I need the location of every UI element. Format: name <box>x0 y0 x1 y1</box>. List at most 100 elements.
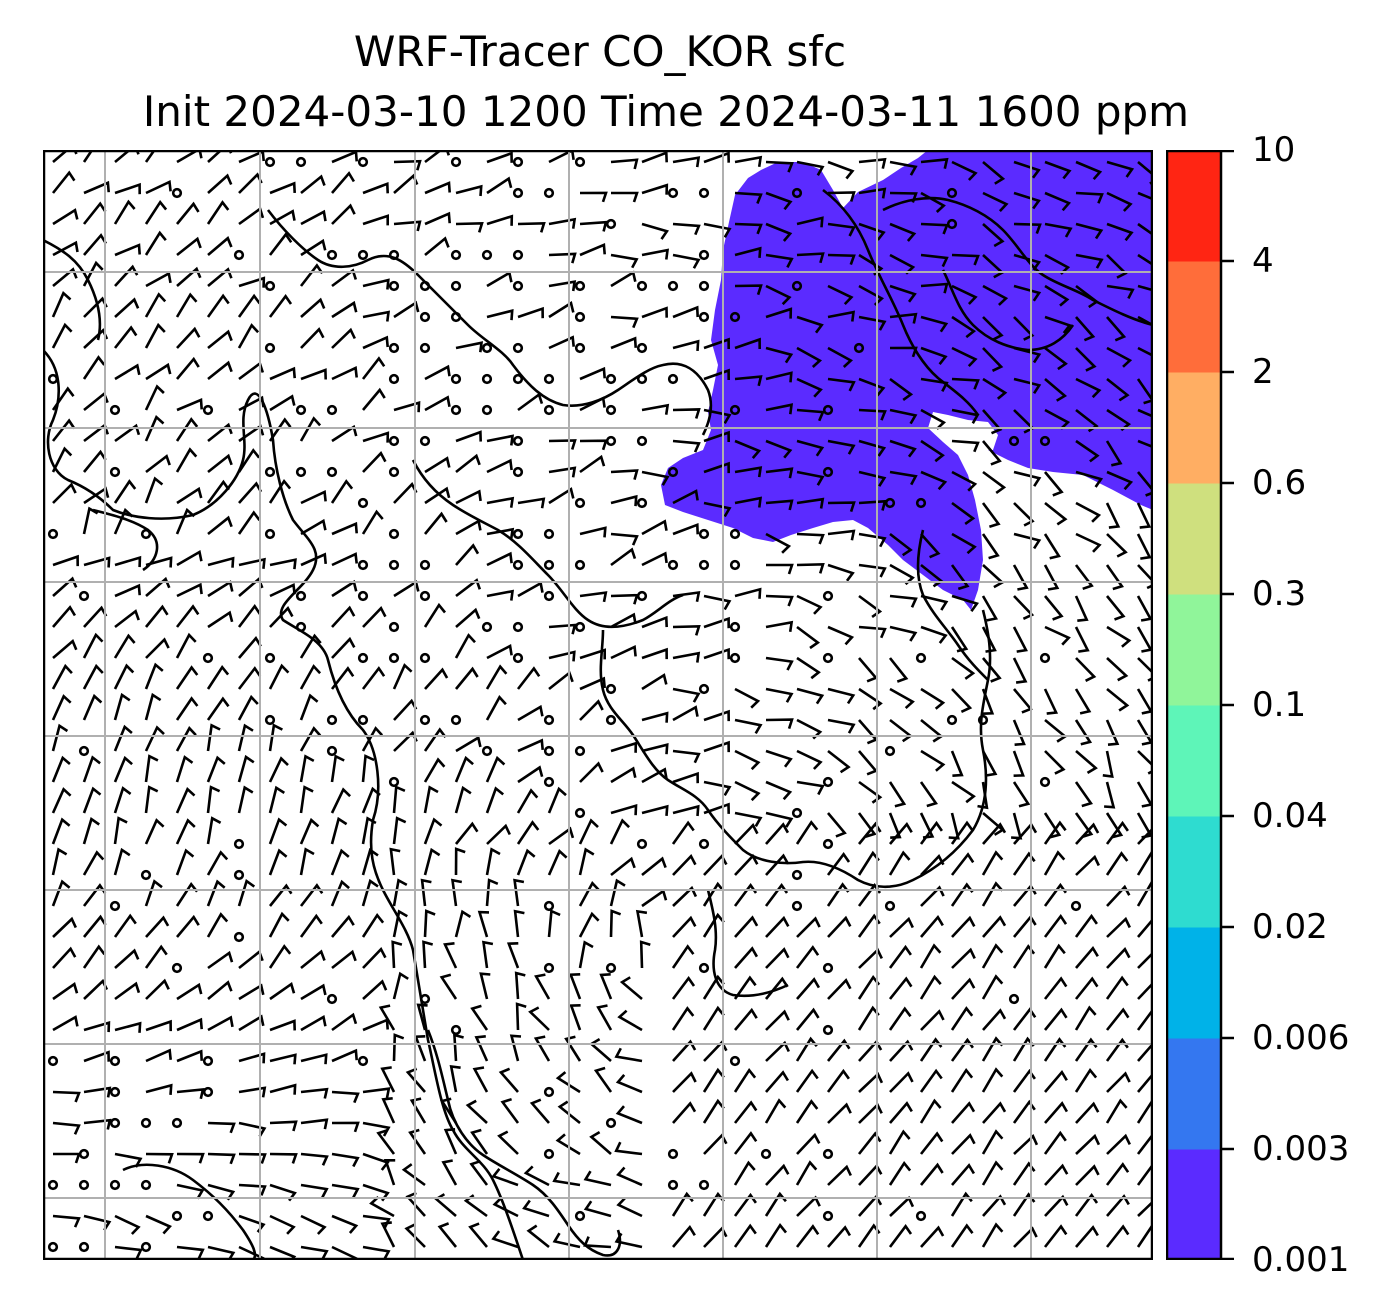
wind-barb <box>454 666 479 690</box>
wind-barb <box>268 817 288 845</box>
wind-barb <box>950 852 975 876</box>
calm-wind-circle <box>822 838 834 850</box>
calm-wind-circle <box>698 683 710 695</box>
wind-barb <box>486 309 514 321</box>
calm-wind-circle <box>326 714 338 726</box>
wind-barb <box>268 663 290 690</box>
wind-barb <box>269 1083 297 1095</box>
wind-barb <box>331 424 358 443</box>
wind-barb <box>52 982 79 1001</box>
wind-barb <box>765 1163 790 1186</box>
wind-barb <box>857 1005 880 1031</box>
wind-barb <box>145 915 170 938</box>
calm-wind-circle <box>450 280 462 292</box>
colorbar-tick-label: 0.02 <box>1252 907 1328 947</box>
wind-barb <box>207 980 233 1001</box>
wind-barb <box>795 945 820 969</box>
wind-barb <box>207 556 235 568</box>
wind-barb <box>950 1067 974 1093</box>
wind-barb <box>516 848 536 876</box>
wind-barb <box>361 726 384 752</box>
wind-barb <box>113 663 135 690</box>
calm-wind-circle <box>419 590 431 602</box>
wind-barb <box>579 454 606 474</box>
wind-barb <box>238 557 266 569</box>
calm-wind-circle <box>512 280 524 292</box>
wind-barb <box>920 718 944 743</box>
wind-barb <box>144 199 168 225</box>
wind-barb <box>145 1048 172 1063</box>
calm-wind-circle <box>233 869 245 881</box>
wind-barb <box>300 552 327 567</box>
wind-barb <box>470 1004 489 1031</box>
wind-barb <box>889 821 913 845</box>
wind-barb <box>578 847 595 876</box>
wind-barb <box>614 1047 643 1063</box>
calm-wind-circle <box>822 1148 834 1160</box>
wind-barb <box>331 1048 358 1063</box>
calm-wind-circle <box>140 1241 152 1253</box>
wind-barb <box>237 785 254 814</box>
wind-barb <box>1012 657 1028 684</box>
wind-barb <box>300 238 327 257</box>
wind-barb <box>703 461 730 474</box>
wind-barb <box>423 785 439 814</box>
calm-wind-circle <box>574 559 586 571</box>
wind-barb <box>889 439 917 458</box>
wind-barb <box>175 507 196 535</box>
wind-barb <box>469 1159 489 1186</box>
calm-wind-circle <box>605 714 617 726</box>
wind-barb <box>827 191 856 202</box>
wind-barb <box>764 882 789 907</box>
wind-barb <box>52 482 77 504</box>
wind-barb <box>455 221 484 233</box>
calm-wind-circle <box>202 1210 214 1222</box>
calm-wind-circle <box>109 1117 121 1129</box>
wind-barb <box>392 785 406 814</box>
calm-wind-circle <box>47 528 59 540</box>
wind-barb <box>145 454 171 474</box>
wind-barb <box>1106 470 1134 491</box>
wind-barb <box>206 816 222 845</box>
wind-barb <box>238 1086 267 1098</box>
wind-barb <box>176 266 202 287</box>
wind-barb <box>702 974 725 1000</box>
calm-wind-circle <box>264 342 276 354</box>
wind-barb <box>51 879 71 907</box>
wind-barb <box>982 1194 1007 1217</box>
wind-barb <box>176 1049 203 1063</box>
wind-barb <box>950 820 974 845</box>
wind-barb <box>175 818 196 845</box>
wind-barb <box>422 940 434 969</box>
wind-barb <box>423 757 446 783</box>
wind-barb <box>362 605 387 628</box>
wind-barb <box>454 755 474 783</box>
wind-barb <box>1106 657 1129 682</box>
wind-barb <box>548 301 575 319</box>
wind-barb <box>579 220 608 232</box>
wind-barb <box>568 973 582 1000</box>
calm-wind-circle <box>202 1086 214 1098</box>
wind-barb <box>951 501 976 525</box>
wind-barb <box>616 1166 643 1187</box>
wind-barb <box>206 879 226 907</box>
wind-barb <box>517 738 544 753</box>
calm-wind-circle <box>326 249 338 261</box>
wind-barb <box>671 944 695 969</box>
wind-barb <box>1043 471 1064 497</box>
wind-barb <box>795 1224 820 1248</box>
wind-barb <box>547 849 568 876</box>
wind-barb <box>827 718 856 734</box>
wind-barb <box>454 785 472 814</box>
wind-barb <box>1137 981 1153 1000</box>
calm-wind-circle <box>791 807 803 819</box>
wind-barb <box>635 909 648 938</box>
wind-barb <box>734 718 763 735</box>
wind-barb <box>514 971 526 1000</box>
wind-barb <box>1043 913 1068 938</box>
wind-barb <box>455 519 482 536</box>
wind-barb <box>491 1167 519 1187</box>
wind-barb <box>393 220 422 232</box>
wind-barb <box>641 889 668 908</box>
wind-barb <box>858 625 887 639</box>
